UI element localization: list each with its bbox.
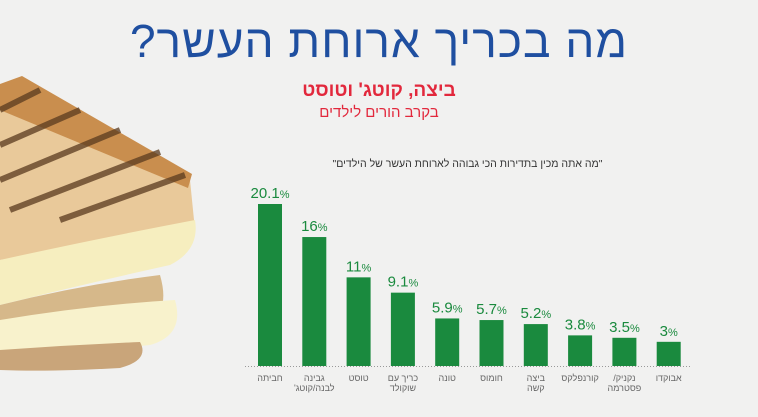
chart-title: "מה אתה מכין בתדירות הכי גבוהה לארוחת הע… — [332, 158, 603, 170]
bar — [523, 324, 548, 366]
bar — [656, 341, 681, 366]
category-label: שוקולד — [390, 383, 417, 393]
value-label: 5.7% — [476, 301, 507, 318]
bar — [346, 277, 371, 366]
bar — [258, 204, 282, 366]
sandwich-illustration — [0, 76, 196, 371]
page-title: מה בכריך ארוחת העשר? — [129, 15, 629, 67]
category-label: נקניק/ — [613, 373, 635, 383]
value-label: 9.1% — [388, 274, 419, 291]
category-label: גבינה — [304, 373, 325, 383]
value-label: 3.5% — [609, 319, 640, 336]
category-label: טוסט — [349, 373, 369, 383]
bar — [612, 337, 637, 366]
value-label: 11% — [346, 258, 372, 275]
bar — [435, 318, 460, 366]
category-label: חומוס — [480, 373, 503, 383]
category-label: קשה — [527, 383, 545, 393]
value-label: 5.9% — [432, 299, 463, 316]
value-label: 3% — [660, 323, 678, 340]
category-label: פסטרמה — [608, 383, 642, 393]
category-label: אבוקדו — [656, 373, 682, 383]
category-label: ביצה — [527, 373, 546, 383]
value-label: 16% — [301, 218, 328, 235]
category-label: לבנה/קוטג' — [294, 383, 335, 393]
category-label: טונה — [438, 373, 456, 383]
bar — [479, 320, 504, 366]
subtitle: ביצה, קוטג' וטוסט — [302, 80, 456, 101]
subtitle-secondary: בקרב הורים לילדים — [319, 104, 439, 121]
value-label: 5.2% — [520, 305, 551, 322]
bar — [568, 335, 593, 366]
bar — [390, 292, 415, 366]
bar — [302, 237, 327, 366]
value-label: 3.8% — [565, 316, 596, 333]
value-label: 20.1% — [251, 185, 290, 202]
category-label: חביתה — [257, 373, 282, 383]
category-label: קורנפלקס — [561, 373, 598, 383]
category-label: כריך עם — [388, 373, 419, 383]
